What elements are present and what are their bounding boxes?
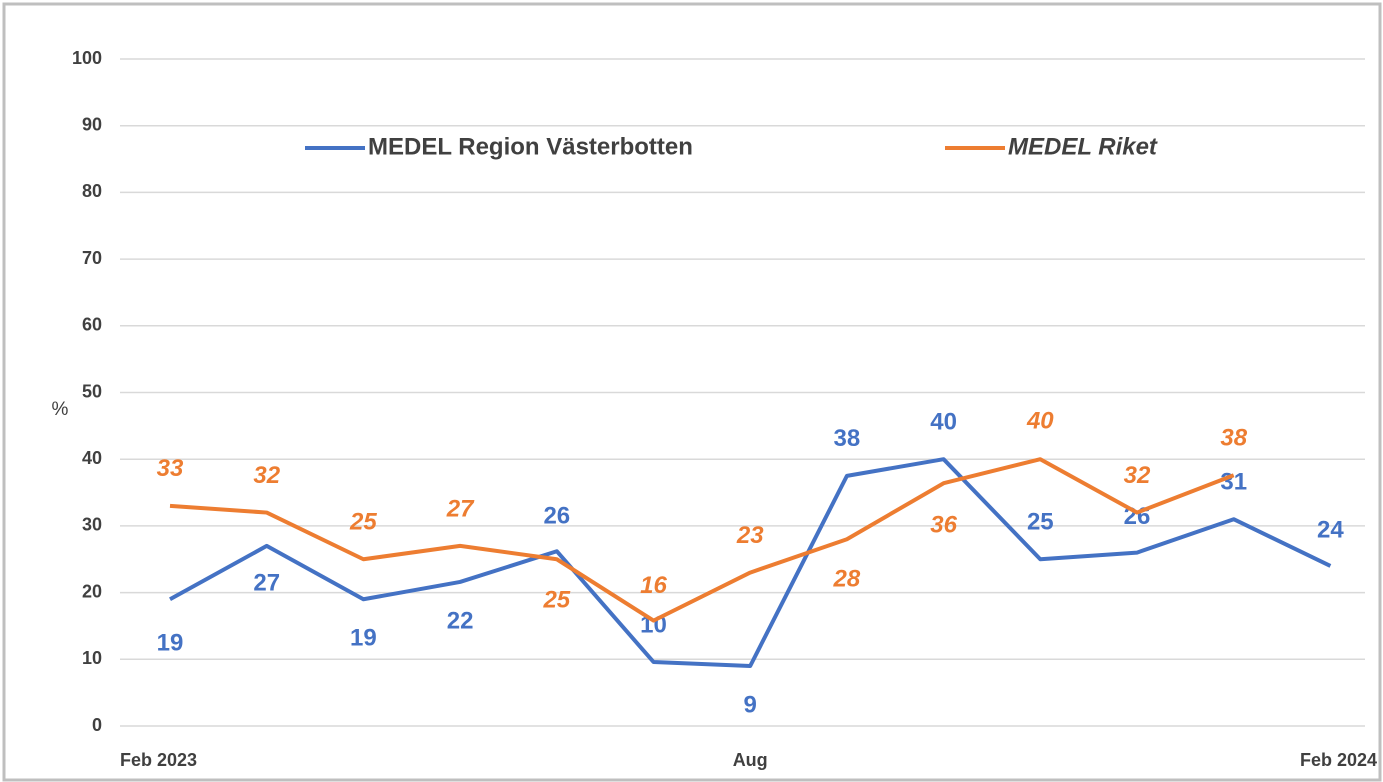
data-label: 40 <box>1026 408 1054 435</box>
data-label: 27 <box>253 569 280 596</box>
data-label: 19 <box>157 630 184 657</box>
y-tick-label: 30 <box>82 515 102 535</box>
y-tick-label: 40 <box>82 448 102 468</box>
data-label: 33 <box>157 455 184 482</box>
data-label: 22 <box>447 607 474 634</box>
data-label: 25 <box>542 587 570 614</box>
y-tick-label: 90 <box>82 114 102 134</box>
data-label: 31 <box>1220 469 1247 496</box>
y-tick-label: 80 <box>82 181 102 201</box>
data-label: 36 <box>930 512 957 539</box>
data-label: 26 <box>543 503 570 530</box>
data-label: 32 <box>253 462 280 489</box>
y-tick-label: 100 <box>72 48 102 68</box>
data-label: 38 <box>1220 425 1247 452</box>
y-tick-label: 10 <box>82 648 102 668</box>
y-tick-label: 0 <box>92 715 102 735</box>
x-tick-label: Feb 2023 <box>120 750 197 770</box>
x-tick-label: Aug <box>733 750 768 770</box>
y-tick-label: 70 <box>82 248 102 268</box>
data-label: 25 <box>1027 509 1054 536</box>
x-tick-label: Feb 2024 <box>1300 750 1377 770</box>
data-label: 25 <box>349 509 377 536</box>
data-label: 19 <box>350 625 377 652</box>
data-label: 24 <box>1317 516 1344 543</box>
y-tick-label: 60 <box>82 315 102 335</box>
legend-label: MEDEL Region Västerbotten <box>368 133 693 160</box>
y-tick-label: 20 <box>82 581 102 601</box>
data-label: 32 <box>1124 462 1151 489</box>
y-axis-label: % <box>52 399 69 420</box>
data-label: 9 <box>744 691 757 718</box>
data-label: 23 <box>736 522 764 549</box>
data-label: 40 <box>930 409 957 436</box>
series-line <box>169 457 1235 623</box>
data-label: 28 <box>833 566 861 593</box>
data-label: 38 <box>834 425 861 452</box>
legend-label: MEDEL Riket <box>1008 133 1158 160</box>
data-label: 27 <box>446 495 475 522</box>
series-line <box>169 457 1332 668</box>
data-label: 16 <box>640 572 667 599</box>
y-tick-label: 50 <box>82 381 102 401</box>
